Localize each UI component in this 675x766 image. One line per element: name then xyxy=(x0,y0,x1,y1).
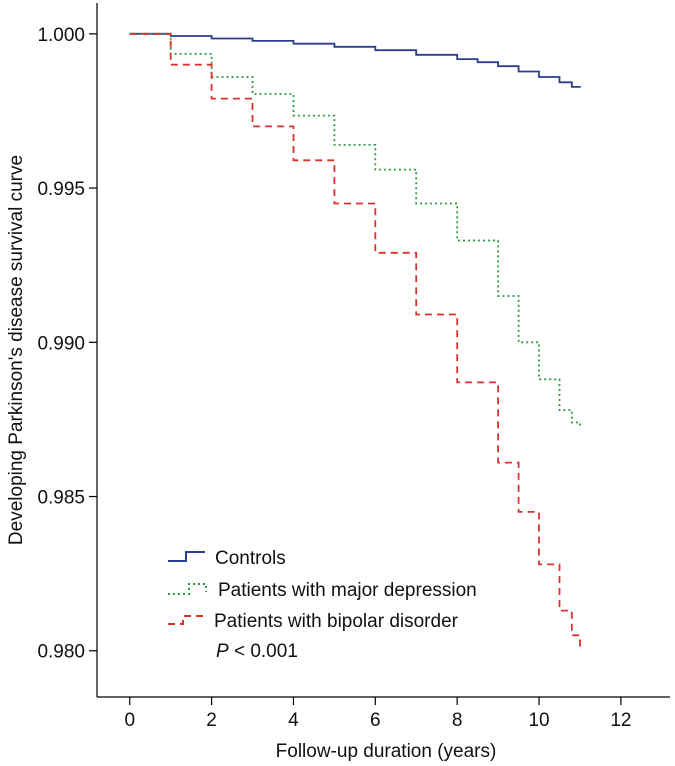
legend-label-controls: Controls xyxy=(215,548,286,569)
x-tick-label: 12 xyxy=(610,710,631,731)
controls-curve xyxy=(129,32,581,88)
x-tick-label: 8 xyxy=(452,710,463,731)
x-tick-label: 4 xyxy=(288,710,299,731)
legend-label-depression: Patients with major depression xyxy=(218,580,477,601)
y-axis-title: Developing Parkinson's disease survival … xyxy=(6,155,27,545)
major-depression-curve xyxy=(129,32,581,426)
x-tick-label: 6 xyxy=(370,710,381,731)
legend-label-bipolar: Patients with bipolar disorder xyxy=(214,611,459,632)
series-layer xyxy=(129,32,581,651)
y-tick-label: 0.995 xyxy=(37,179,85,200)
y-tick-label: 0.990 xyxy=(37,333,85,354)
legend-line-bipolar xyxy=(168,615,206,625)
legend-line-depression xyxy=(168,583,207,595)
legend: Controls Patients with major depression … xyxy=(168,548,477,662)
p-value-annotation: P < 0.001 xyxy=(216,641,298,662)
bipolar-disorder-curve xyxy=(129,32,581,651)
y-tick-label: 0.980 xyxy=(37,642,85,663)
x-tick-label: 0 xyxy=(124,710,135,731)
y-tick-label: 1.000 xyxy=(37,25,85,46)
legend-line-controls xyxy=(168,551,205,562)
y-tick-label: 0.985 xyxy=(37,488,85,509)
x-tick-label: 10 xyxy=(528,710,549,731)
x-axis-title: Follow-up duration (years) xyxy=(276,741,497,762)
axis-ticks: 0 2 4 6 8 10 12 0.980 0.985 0.990 0.995 1.000 xyxy=(37,25,631,731)
x-tick-label: 2 xyxy=(206,710,217,731)
